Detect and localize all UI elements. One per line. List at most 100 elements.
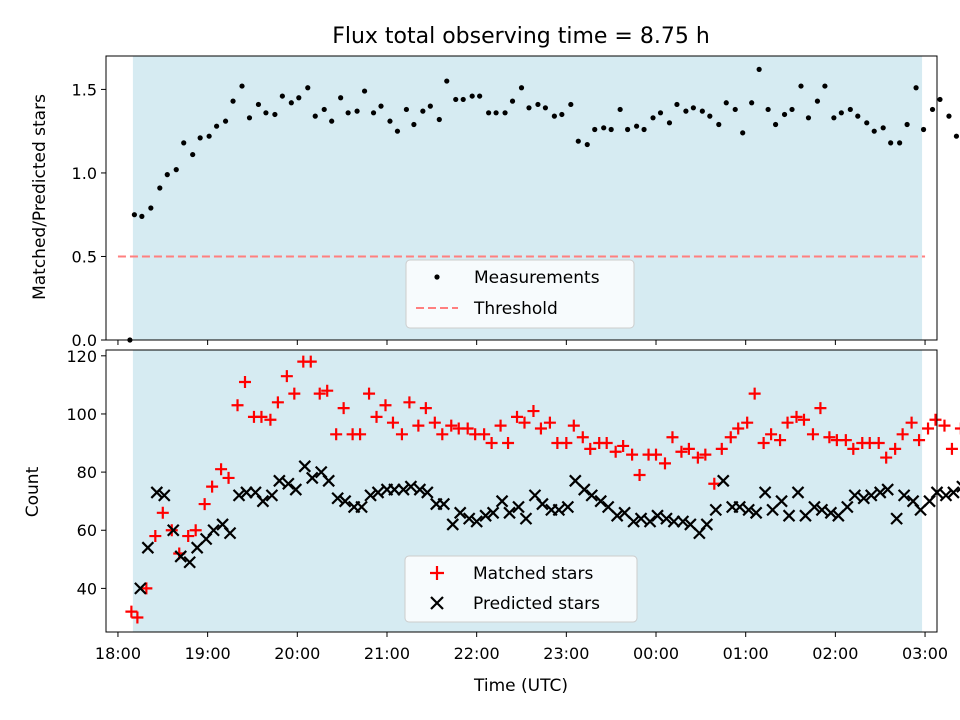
time-x-tick-label: 19:00 <box>185 644 231 663</box>
predicted-star-point <box>651 509 664 522</box>
matched-star-point <box>839 434 852 447</box>
matched-star-point <box>929 413 942 426</box>
measurement-point <box>139 213 145 219</box>
predicted-star-point <box>634 512 648 525</box>
predicted-star-point <box>864 489 878 502</box>
count-y-label: Count <box>23 466 43 517</box>
predicted-star-point <box>824 506 838 520</box>
matched-star-point <box>560 437 573 450</box>
measurement-point <box>929 106 936 113</box>
predicted-star-point <box>552 503 566 517</box>
measurement-point <box>716 121 722 128</box>
measurement-point <box>469 93 475 99</box>
measurement-point <box>173 167 179 173</box>
predicted-star-point <box>594 494 607 508</box>
measurement-point <box>690 105 696 111</box>
matched-star-point <box>675 445 688 458</box>
measurement-point <box>732 106 738 113</box>
count-y-tick-label: 80 <box>77 463 97 482</box>
predicted-star-point <box>536 497 549 511</box>
matched-star-point <box>215 463 228 476</box>
predicted-star-point <box>298 460 312 473</box>
measurement-point <box>345 110 351 116</box>
predicted-star-point <box>240 486 253 499</box>
measurement-point <box>749 100 755 106</box>
matched-star-point <box>321 384 334 397</box>
count-panel: 40 60 80 100 120 18:00 19:00 20:00 21:00 22:00 23… <box>23 347 960 696</box>
predicted-star-point <box>610 509 624 522</box>
measurement-point <box>838 110 844 116</box>
matched-star-point <box>732 422 745 435</box>
matched-star-point <box>149 530 162 543</box>
predicted-star-point <box>486 506 500 520</box>
measurement-point <box>723 100 729 106</box>
time-x-tick-label: 20:00 <box>274 644 320 663</box>
legend-measurements-marker <box>434 274 440 280</box>
measurement-point <box>436 116 442 123</box>
matched-star-point <box>412 419 425 432</box>
matched-star-point <box>691 451 704 464</box>
measurement-point <box>707 113 713 119</box>
predicted-star-point <box>166 523 180 537</box>
predicted-star-point <box>183 555 196 569</box>
matched-star-point <box>370 410 383 423</box>
measurement-point <box>288 100 294 106</box>
count-legend: Matched stars Predicted stars <box>404 555 638 623</box>
matched-star-point <box>198 498 211 511</box>
measurement-point <box>888 140 894 146</box>
legend-predicted-label: Predicted stars <box>473 594 600 614</box>
measurement-point <box>584 141 590 148</box>
predicted-star-point <box>873 486 887 499</box>
matched-star-point <box>748 387 761 400</box>
predicted-star-point <box>265 489 279 502</box>
count-panel-frame <box>105 349 938 633</box>
predicted-star-point <box>141 541 155 554</box>
matched-star-point <box>403 396 416 409</box>
predicted-star-point <box>150 486 164 499</box>
measurement-point <box>321 106 327 113</box>
matched-star-point <box>231 399 244 412</box>
predicted-star-point <box>404 480 418 493</box>
matched-star-point <box>436 428 449 441</box>
matched-star-point <box>131 611 144 624</box>
measurement-point <box>657 110 664 116</box>
predicted-star-point <box>322 474 335 488</box>
measurement-point <box>953 133 960 139</box>
matched-star-point <box>576 431 589 444</box>
predicted-star-point <box>815 503 829 517</box>
count-y-tick-label: 100 <box>66 405 97 424</box>
measurement-point <box>601 125 607 131</box>
measurement-point <box>296 95 302 101</box>
matched-star-point <box>584 442 597 455</box>
ratio-y-label: Matched/Predicted stars <box>30 94 50 300</box>
count-legend-box <box>404 555 638 623</box>
time-x-tick-label: 21:00 <box>364 644 410 663</box>
predicted-star-point <box>364 489 377 502</box>
matched-star-point <box>724 431 737 444</box>
predicted-star-point <box>890 512 903 525</box>
measurement-point <box>617 106 623 113</box>
matched-star-point <box>823 431 836 444</box>
matched-star-point <box>527 405 540 418</box>
predicted-star-point <box>331 491 344 505</box>
time-x-tick-label: 02:00 <box>812 644 858 663</box>
matched-star-point <box>708 477 721 490</box>
matched-star-point <box>790 410 803 423</box>
ratio-y-tick-label: 1.5 <box>72 80 97 99</box>
predicted-star-point <box>273 474 286 488</box>
measurement-point <box>855 113 861 119</box>
matched-star-point <box>765 428 778 441</box>
measurement-point <box>740 130 746 136</box>
legend-matched-label: Matched stars <box>473 564 593 584</box>
matched-star-point <box>379 399 392 412</box>
matched-star-point <box>363 387 376 400</box>
measurement-point <box>453 96 459 103</box>
measurement-point <box>206 133 212 139</box>
time-x-ticks: 18:00 19:00 20:00 21:00 22:00 23:00 00:00 01:00… <box>95 632 948 663</box>
measurement-point <box>354 108 360 114</box>
matched-star-point <box>757 437 770 450</box>
matched-star-point <box>461 422 474 435</box>
predicted-star-point <box>388 483 401 496</box>
predicted-star-point <box>716 474 730 488</box>
